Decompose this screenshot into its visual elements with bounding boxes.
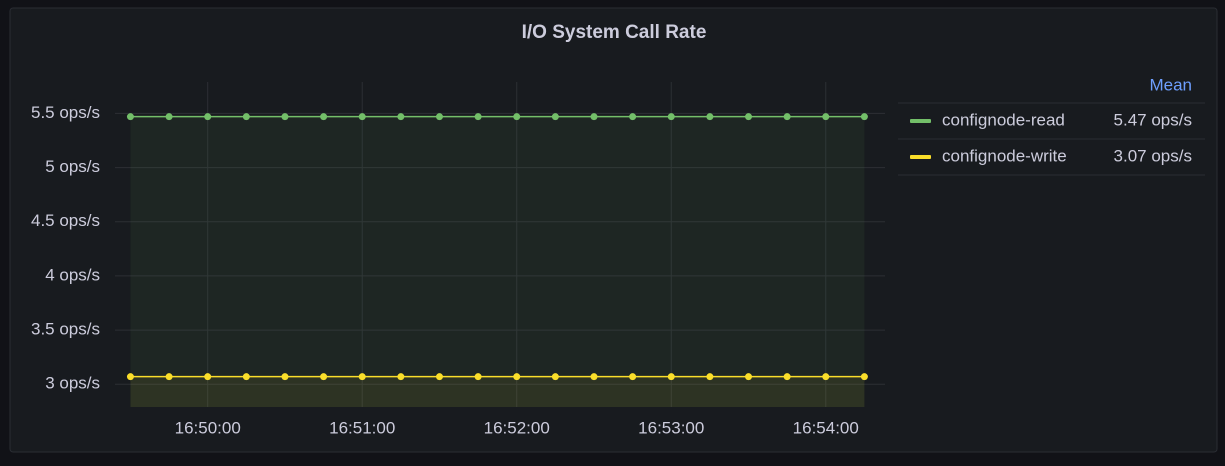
x-tick-label: 16:52:00 xyxy=(484,418,550,437)
data-point xyxy=(783,113,791,121)
x-tick-label: 16:53:00 xyxy=(638,418,704,437)
data-point xyxy=(590,113,598,121)
data-point xyxy=(513,373,521,381)
data-point xyxy=(397,373,405,381)
x-tick-label: 16:51:00 xyxy=(329,418,395,437)
data-point xyxy=(358,113,366,121)
legend-mean: 3.07 ops/s xyxy=(1114,146,1192,165)
data-point xyxy=(513,113,521,121)
data-point xyxy=(435,373,443,381)
data-point xyxy=(242,373,250,381)
y-tick-label: 4.5 ops/s xyxy=(31,211,100,230)
data-point xyxy=(165,373,173,381)
data-point xyxy=(126,373,134,381)
data-point xyxy=(551,373,559,381)
data-point xyxy=(204,373,212,381)
legend-label[interactable]: confignode-read xyxy=(942,110,1065,129)
data-point xyxy=(629,113,637,121)
data-point xyxy=(320,373,328,381)
x-tick-label: 16:54:00 xyxy=(793,418,859,437)
data-point xyxy=(320,113,328,121)
data-point xyxy=(358,373,366,381)
y-tick-label: 3.5 ops/s xyxy=(31,320,100,339)
panel-title: I/O System Call Rate xyxy=(522,22,707,43)
data-point xyxy=(165,113,173,121)
data-point xyxy=(822,113,830,121)
data-point xyxy=(474,113,482,121)
data-point xyxy=(745,113,753,121)
legend-swatch xyxy=(910,119,931,123)
data-point xyxy=(783,373,791,381)
data-point xyxy=(706,113,714,121)
legend-mean: 5.47 ops/s xyxy=(1114,110,1192,129)
y-tick-label: 4 ops/s xyxy=(45,265,100,284)
y-tick-label: 5 ops/s xyxy=(45,157,100,176)
data-point xyxy=(281,373,289,381)
data-point xyxy=(706,373,714,381)
data-point xyxy=(242,113,250,121)
legend-header[interactable]: Mean xyxy=(1149,75,1192,94)
data-point xyxy=(745,373,753,381)
data-point xyxy=(551,113,559,121)
series-area xyxy=(130,376,865,407)
legend-swatch xyxy=(910,155,931,159)
y-tick-label: 3 ops/s xyxy=(45,374,100,393)
data-point xyxy=(860,373,868,381)
data-point xyxy=(667,113,675,121)
data-point xyxy=(629,373,637,381)
data-point xyxy=(667,373,675,381)
data-point xyxy=(590,373,598,381)
data-point xyxy=(397,113,405,121)
x-tick-label: 16:50:00 xyxy=(175,418,241,437)
data-point xyxy=(435,113,443,121)
series-area xyxy=(130,116,865,408)
data-point xyxy=(204,113,212,121)
data-point xyxy=(474,373,482,381)
data-point xyxy=(860,113,868,121)
legend-label[interactable]: confignode-write xyxy=(942,146,1067,165)
data-point xyxy=(126,113,134,121)
data-point xyxy=(281,113,289,121)
data-point xyxy=(822,373,830,381)
y-tick-label: 5.5 ops/s xyxy=(31,103,100,122)
